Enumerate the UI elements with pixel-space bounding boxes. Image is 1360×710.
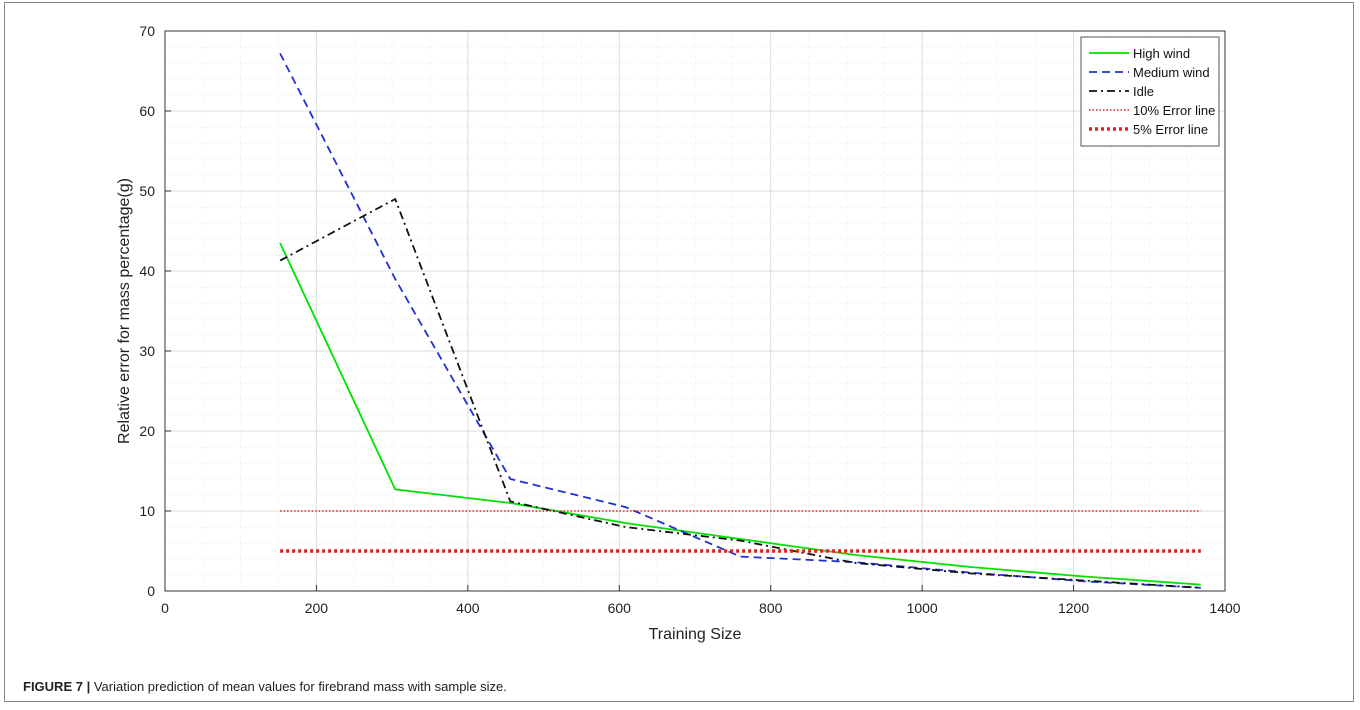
x-tick-label: 1000: [907, 600, 938, 616]
caption-label: FIGURE 7 |: [23, 679, 91, 694]
legend-entry: 5% Error line: [1133, 122, 1208, 137]
y-tick-label: 70: [139, 23, 155, 39]
legend-entry: Idle: [1133, 84, 1154, 99]
plot-area: [164, 30, 1226, 592]
x-tick-label: 0: [161, 600, 169, 616]
x-axis-label: Training Size: [649, 626, 742, 643]
series-line-1: [279, 52, 1201, 589]
y-tick-label: 30: [139, 343, 155, 359]
axis-ticks: 0 200 400 600 800 1000 1200 1400 0 10 20 30 40 50 60 70: [139, 23, 1240, 616]
legend-entry: High wind: [1133, 46, 1190, 61]
y-tick-label: 10: [139, 503, 155, 519]
series-lines: [279, 52, 1201, 589]
x-tick-label: 600: [608, 600, 632, 616]
series-line-0: [279, 242, 1201, 586]
figure-caption: FIGURE 7 | Variation prediction of mean …: [23, 679, 507, 694]
x-tick-label: 800: [759, 600, 783, 616]
legend-entry: 10% Error line: [1133, 103, 1215, 118]
x-tick-label: 1200: [1058, 600, 1089, 616]
y-axis-label: Relative error for mass percentage(g): [116, 178, 133, 444]
figure-frame: 0 200 400 600 800 1000 1200 1400 0 10 20 30 40 50 60 70…: [4, 2, 1354, 702]
series-line-2: [279, 198, 1201, 589]
legend-entry: Medium wind: [1133, 65, 1210, 80]
x-tick-label: 200: [305, 600, 329, 616]
y-tick-label: 50: [139, 183, 155, 199]
grid-lines: [164, 30, 1226, 592]
legend: High wind Medium wind Idle 10% Error line 5%…: [1080, 36, 1220, 147]
y-tick-label: 40: [139, 263, 155, 279]
y-tick-label: 60: [139, 103, 155, 119]
y-tick-label: 0: [147, 583, 155, 599]
y-tick-label: 20: [139, 423, 155, 439]
x-tick-label: 400: [456, 600, 480, 616]
x-tick-label: 1400: [1209, 600, 1240, 616]
caption-text: Variation prediction of mean values for …: [93, 679, 507, 694]
line-chart: 0 200 400 600 800 1000 1200 1400 0 10 20 30 40 50 60 70…: [116, 23, 1241, 643]
